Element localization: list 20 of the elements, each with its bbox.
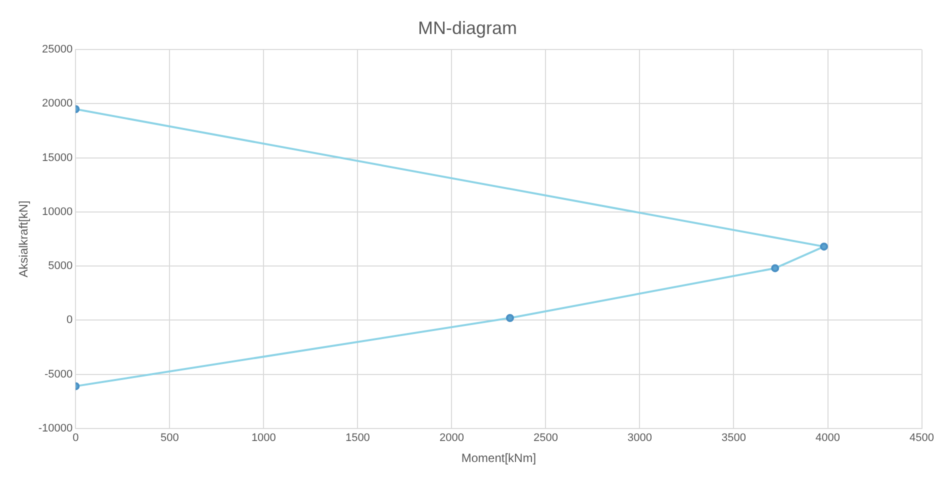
y-tick-label: 0 [66, 314, 73, 326]
x-axis-title: Moment[kNm] [461, 451, 536, 466]
y-tick-label: 5000 [48, 260, 73, 272]
x-tick-label: 500 [160, 432, 179, 444]
x-tick-label: 1000 [251, 432, 276, 444]
chart-title: MN-diagram [418, 18, 518, 38]
x-tick-label: 4000 [816, 432, 840, 444]
y-tick-label: 25000 [42, 44, 73, 56]
y-tick-label: -5000 [44, 368, 73, 380]
x-tick-label: 3000 [627, 432, 652, 444]
x-tick-label: 1500 [345, 432, 370, 444]
y-tick-label: 10000 [42, 206, 73, 218]
y-tick-label: 20000 [42, 98, 73, 110]
x-tick-label: 2000 [439, 432, 464, 444]
y-axis-title: Aksialkraft[kN] [16, 200, 31, 278]
x-tick-label: 3500 [721, 432, 746, 444]
y-tick-label: 15000 [42, 152, 73, 164]
y-tick-label: -10000 [38, 422, 73, 434]
x-tick-label: 2500 [533, 432, 558, 444]
x-tick-label: 4500 [910, 432, 934, 444]
